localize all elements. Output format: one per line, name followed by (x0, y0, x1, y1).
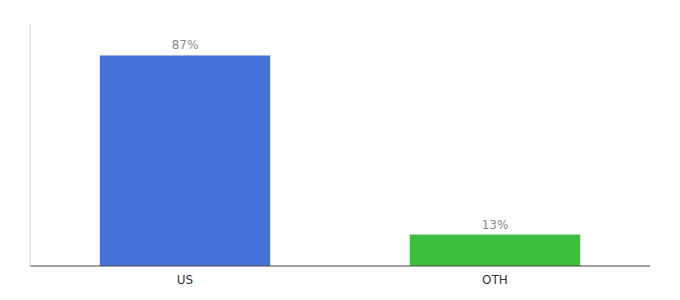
data-label: 87% (172, 38, 199, 52)
chart-container: US OTH 87% 13% (0, 0, 680, 300)
x-tick-label: US (177, 273, 193, 287)
bars (100, 55, 581, 266)
data-label: 13% (482, 218, 509, 232)
chart: US OTH 87% 13% (0, 0, 680, 300)
x-tick-label: OTH (482, 273, 508, 287)
bar (410, 235, 581, 266)
y-axis (30, 24, 31, 266)
bar (100, 55, 271, 266)
x-axis (30, 266, 650, 267)
